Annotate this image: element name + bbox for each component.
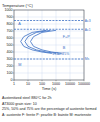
grid-line	[14, 59, 84, 60]
series-line	[14, 29, 84, 30]
grid-line	[14, 24, 84, 25]
note: AT3000 grain size: 10	[2, 102, 37, 106]
annotation: F+P	[63, 35, 71, 39]
series-line	[30, 30, 61, 53]
series-line	[25, 30, 56, 53]
tick-label: 400	[6, 50, 12, 54]
tick-label: 600	[6, 36, 12, 40]
tick-label: 10000	[65, 82, 75, 86]
tick-label: 100	[6, 71, 12, 75]
series-label: 75%	[62, 52, 69, 56]
tick-label: 300	[6, 57, 12, 61]
tick-label: 200	[6, 64, 12, 68]
tick-label: 100000	[78, 82, 90, 86]
grid-line	[42, 10, 43, 80]
note: 25%, 50% and 75% are the percentage of a…	[2, 107, 97, 111]
tick-label: 10	[26, 82, 30, 86]
chart: 0100200300400500600700800900100011010010…	[0, 0, 100, 122]
series-line	[14, 59, 84, 60]
annotation: A	[18, 22, 21, 26]
tick-label: 500	[6, 43, 12, 47]
plot-frame	[14, 10, 84, 80]
tick-label: 1000	[4, 8, 12, 12]
axis-label: Temperature (°C)	[2, 3, 33, 8]
axis-label: Time (s)	[42, 86, 57, 91]
annotation: M	[18, 63, 21, 67]
series-line	[14, 20, 84, 21]
tick-label: 700	[6, 29, 12, 33]
grid-line	[14, 73, 84, 74]
annotation: B	[63, 46, 66, 50]
grid-line	[14, 38, 84, 39]
series-label: Ms	[85, 57, 90, 61]
tick-label: 1	[13, 82, 15, 86]
grid-line	[14, 17, 84, 18]
tick-label: 900	[6, 15, 12, 19]
grid-line	[14, 66, 84, 67]
tick-label: 800	[6, 22, 12, 26]
note: Austenitized steel 880°C for 2h	[2, 96, 51, 100]
series-label: Ac3	[85, 19, 91, 23]
series-label: Ac1	[85, 28, 91, 32]
series-group	[14, 21, 84, 60]
note: A: austenite F: ferrite P: pearlite B: b…	[2, 113, 91, 117]
grid-line	[14, 45, 84, 46]
